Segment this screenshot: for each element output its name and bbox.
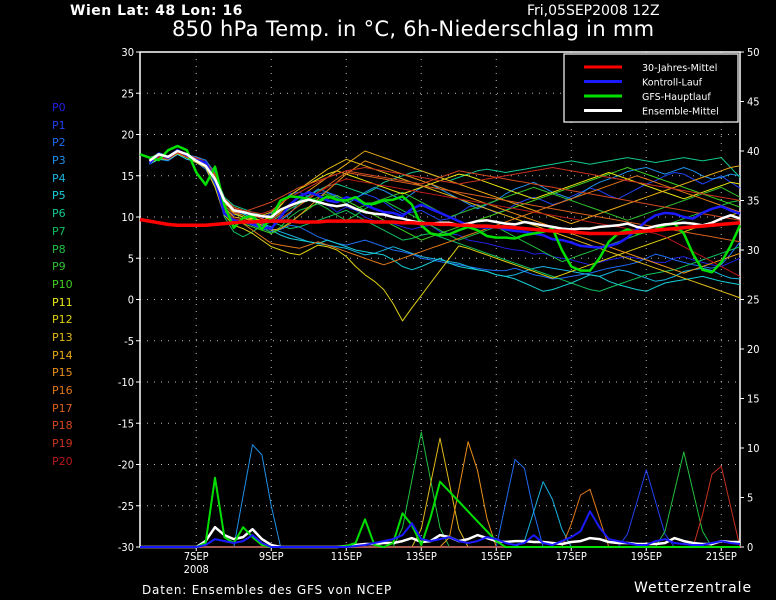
- plot-frame: [139, 51, 741, 548]
- member-precip-line: [140, 437, 740, 548]
- member-label: P17: [52, 401, 73, 415]
- member-temp-line: [149, 150, 741, 215]
- member-label: P4: [52, 171, 66, 185]
- x-tick-label: 9SEP: [259, 550, 284, 563]
- legend-label: GFS-Hauptlauf: [642, 92, 711, 103]
- axes: 302520151050-5-10-15-20-25-3050454035302…: [118, 46, 760, 576]
- x-tick-label: 13SEP: [406, 550, 437, 563]
- y-right-tick-label: 5: [747, 492, 753, 505]
- grid: [140, 52, 740, 547]
- member-label: P6: [52, 207, 66, 221]
- y-right-tick-label: 30: [747, 244, 760, 257]
- legend-label: Kontroll-Lauf: [642, 78, 703, 89]
- x-tick-label: 15SEP: [481, 550, 512, 563]
- member-temp-line: [149, 153, 741, 322]
- member-label: P12: [52, 313, 73, 327]
- y-left-tick-label: -5: [124, 335, 134, 348]
- y-left-tick-label: 15: [121, 170, 134, 183]
- y-left-tick-label: 10: [121, 211, 134, 224]
- y-right-tick-label: 45: [747, 96, 760, 109]
- y-left-tick-label: 20: [121, 129, 134, 142]
- y-left-tick-label: -30: [118, 541, 134, 554]
- member-temp-line: [149, 150, 741, 263]
- member-temp-line: [149, 152, 741, 221]
- member-label: P8: [52, 242, 66, 256]
- x-tick-label: 21SEP: [706, 550, 737, 563]
- member-label: P9: [52, 260, 66, 274]
- x-tick-label: 7SEP: [184, 550, 209, 563]
- y-right-tick-label: 35: [747, 195, 760, 208]
- member-label: P0: [52, 101, 66, 114]
- y-left-tick-label: -15: [118, 417, 134, 430]
- member-temp-line: [149, 149, 741, 241]
- y-left-tick-label: 25: [121, 87, 134, 100]
- y-right-tick-label: 50: [747, 46, 760, 59]
- precipitation-lines: [140, 431, 741, 549]
- member-precip-line: [140, 431, 740, 548]
- precip-line-gfs-hauptlauf: [140, 476, 740, 548]
- member-label: P1: [52, 118, 66, 132]
- member-label: P13: [52, 330, 73, 344]
- member-label: P7: [52, 224, 66, 238]
- y-left-tick-label: -20: [118, 459, 134, 472]
- y-right-tick-label: 15: [747, 393, 760, 406]
- member-precip-line: [140, 441, 740, 548]
- x-tick-label: 17SEP: [556, 550, 587, 563]
- y-left-tick-label: 0: [128, 294, 134, 307]
- member-label: P2: [52, 136, 66, 150]
- chart-title: 850 hPa Temp. in °C, 6h-Niederschlag in …: [172, 17, 655, 41]
- x-tick-label: 19SEP: [631, 550, 662, 563]
- temperature-lines: [139, 144, 742, 322]
- y-left-tick-label: 5: [128, 252, 134, 265]
- member-label: P16: [52, 384, 73, 397]
- legend-label: 30-Jahres-Mittel: [642, 63, 717, 74]
- member-precip-line: [140, 451, 740, 548]
- member-label: P15: [52, 366, 73, 380]
- y-right-tick-label: 20: [747, 343, 760, 356]
- member-label: P11: [52, 295, 73, 309]
- member-label: P14: [52, 348, 73, 362]
- y-right-tick-label: 25: [747, 294, 760, 307]
- y-left-tick-label: -25: [118, 500, 134, 513]
- member-legend: P0 P1 P2 P3 P4 P5 P6 P7 P8 P9 P10 P11 P12 P13 P14 P15 P1…: [52, 99, 73, 470]
- x-tick-label: 11SEP: [331, 550, 362, 563]
- chart-legend: 30-Jahres-Mittel Kontroll-Lauf GFS-Hauptla…: [563, 53, 739, 123]
- member-label: P19: [52, 437, 73, 451]
- data-source: Daten: Ensembles des GFS von NCEP: [142, 583, 392, 597]
- member-label: P5: [52, 189, 66, 203]
- member-precip-line: [140, 444, 740, 548]
- member-label: P10: [52, 277, 73, 291]
- temp-line-30-jahres-mittel: [139, 217, 741, 236]
- member-temp-line: [149, 150, 741, 225]
- location-label: Wien Lat: 48 Lon: 16: [70, 3, 243, 19]
- y-right-tick-label: 40: [747, 145, 760, 158]
- member-temp-line: [149, 152, 741, 266]
- member-temp-line: [149, 152, 741, 292]
- run-date: Fri,05SEP2008 12Z: [527, 3, 660, 19]
- y-right-tick-label: 0: [747, 541, 753, 554]
- y-left-tick-label: -10: [118, 376, 134, 389]
- y-left-tick-label: 30: [121, 46, 134, 59]
- brand-label: Wetterzentrale: [634, 580, 753, 596]
- y-right-tick-label: 10: [747, 442, 760, 455]
- member-label: P18: [52, 419, 73, 433]
- x-sublabel: 2008: [184, 563, 209, 576]
- member-label: P20: [52, 454, 73, 468]
- legend-label: Ensemble-Mittel: [642, 107, 719, 118]
- member-label: P3: [52, 154, 66, 168]
- precip-line-kontroll-lauf: [140, 510, 741, 548]
